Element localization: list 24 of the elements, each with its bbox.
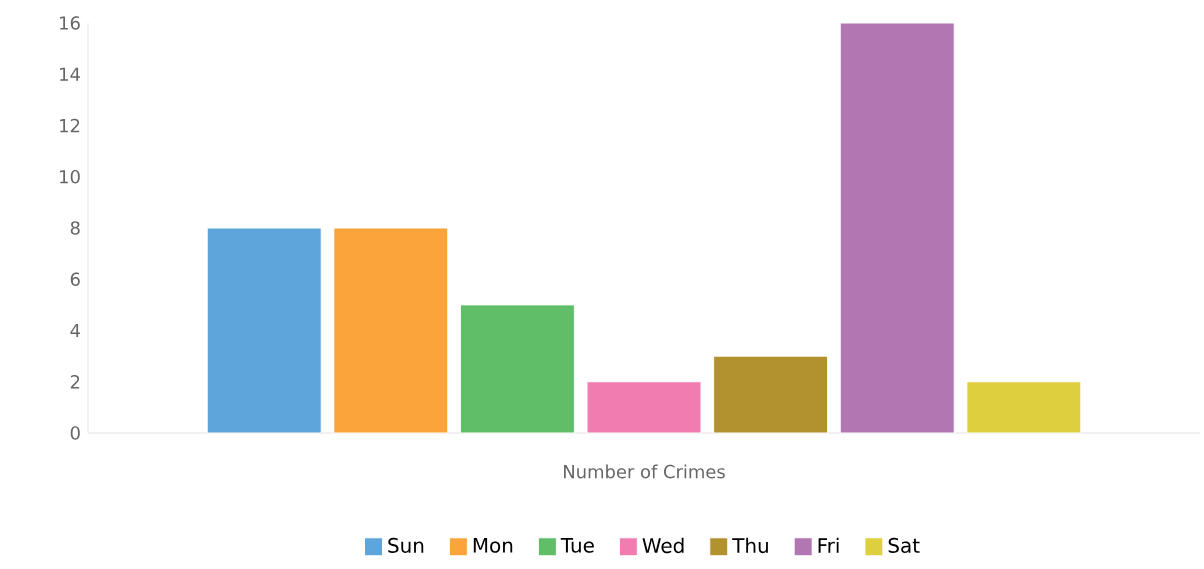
legend-label: Thu [732, 537, 768, 554]
legend-label: Mon [473, 538, 513, 553]
legend-label: Wed [642, 537, 684, 554]
legend-label: Fri [818, 537, 839, 553]
legend-label: Sat [888, 537, 920, 553]
y-tick-label: 12 [60, 118, 80, 133]
y-tick-label: 16 [60, 16, 80, 30]
bar [459, 304, 575, 434]
legend-label: Sun [388, 537, 424, 553]
y-tick-label: 6 [70, 272, 80, 287]
bar [713, 355, 829, 434]
legend-label: Tue [560, 538, 594, 553]
y-tick-label: 8 [70, 221, 80, 235]
y-tick-label: 2 [70, 375, 80, 389]
x-tick-label: Number of Crimes [564, 464, 725, 479]
y-tick-label: 10 [60, 169, 80, 184]
bar [206, 227, 322, 434]
bar [966, 381, 1082, 434]
bar [839, 22, 955, 434]
bar [586, 381, 702, 434]
y-tick-label: 4 [70, 323, 80, 338]
bar [333, 227, 449, 434]
y-tick-label: 0 [70, 426, 80, 440]
y-tick-label: 14 [60, 67, 80, 81]
